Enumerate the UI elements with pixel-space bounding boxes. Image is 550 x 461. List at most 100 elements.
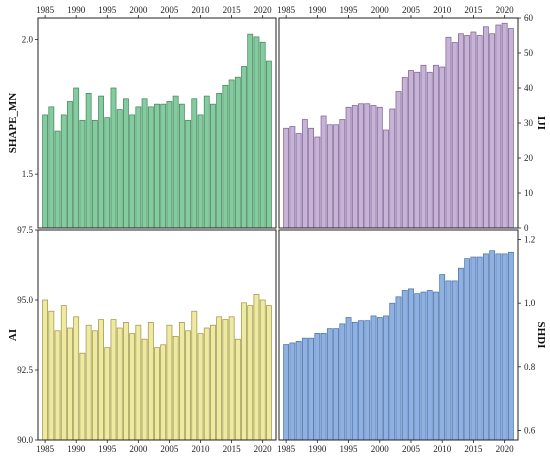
bar-iji-1996 [351, 105, 358, 229]
bar-shape_mn-2014 [222, 84, 229, 229]
xtick-label-iji-2020: 2020 [496, 5, 515, 15]
bar-ai-1996 [110, 319, 117, 441]
bar-shape_mn-1994 [98, 95, 104, 229]
xtick-label-shape_mn-2000: 2000 [129, 5, 148, 15]
bar-shape_mn-2004 [160, 103, 167, 229]
ytick-label-iji-3: 30 [524, 118, 534, 128]
xtick-label-shdi-2015: 2015 [464, 444, 483, 454]
bar-ai-2007 [178, 322, 185, 441]
ytick-label-ai-2: 95.0 [17, 295, 33, 305]
bar-shdi-1988 [301, 337, 308, 441]
panel-iji: 0 10 20 30 40 50 60 IJI 1985 1990 1995 2000 2005 2010… [277, 5, 547, 233]
bar-shape_mn-2021 [265, 60, 272, 229]
xtick-label-ai-2010: 2010 [192, 444, 211, 454]
bar-ai-1988 [60, 305, 67, 441]
bar-shdi-1998 [364, 320, 371, 441]
bar-iji-1988 [301, 119, 308, 229]
bar-iji-1999 [370, 105, 377, 229]
bar-shdi-1996 [351, 321, 358, 441]
frame-shape_mn [37, 17, 277, 229]
bar-ai-1989 [67, 327, 73, 441]
bar-ai-2018 [247, 305, 254, 441]
bar-iji-2007 [420, 64, 427, 229]
bar-iji-2010 [439, 66, 446, 229]
bar-ai-2015 [228, 316, 235, 441]
bar-iji-1995 [345, 106, 352, 229]
bar-shdi-1994 [339, 323, 346, 441]
bar-ai-2002 [147, 322, 154, 441]
bar-ai-2009 [191, 310, 198, 441]
frame-shdi [278, 229, 519, 441]
bar-shape_mn-1998 [123, 98, 129, 229]
bar-shape_mn-2007 [178, 103, 185, 229]
xtick-label-shdi-2000: 2000 [371, 444, 390, 454]
xtick-label-ai-2000: 2000 [129, 444, 148, 454]
bar-ai-2000 [135, 324, 142, 441]
bar-iji-2003 [395, 91, 402, 229]
bar-iji-1989 [308, 127, 314, 229]
bar-shape_mn-2002 [147, 106, 154, 229]
xtick-label-iji-2010: 2010 [433, 5, 452, 15]
bar-iji-2014 [464, 35, 471, 229]
bar-shape_mn-1989 [67, 101, 73, 229]
bar-iji-1992 [326, 124, 333, 229]
bar-shdi-2010 [439, 274, 446, 441]
xtick-label-iji-1985: 1985 [277, 5, 296, 15]
ytick-label-ai-1: 92.5 [17, 365, 33, 375]
bar-shape_mn-1991 [79, 119, 86, 229]
bar-ai-2010 [197, 333, 204, 441]
bar-iji-2013 [458, 33, 464, 229]
xtick-label-ai-2020: 2020 [254, 444, 273, 454]
xtick-label-shape_mn-2005: 2005 [160, 5, 179, 15]
bar-shape_mn-1986 [48, 106, 55, 229]
bar-iji-2006 [414, 71, 421, 229]
xtick-label-shdi-2020: 2020 [496, 444, 515, 454]
bar-ai-1998 [123, 322, 129, 441]
bar-ai-1994 [98, 319, 104, 441]
bar-iji-2009 [433, 64, 439, 229]
xtick-label-iji-2000: 2000 [371, 5, 390, 15]
bar-shdi-2012 [451, 280, 458, 441]
bar-iji-2008 [426, 71, 433, 229]
bar-shdi-2015 [470, 256, 477, 441]
bar-iji-2016 [476, 35, 483, 229]
xtick-label-shdi-1995: 1995 [340, 444, 359, 454]
bar-shdi-2020 [501, 253, 508, 441]
xtick-label-shape_mn-1990: 1990 [67, 5, 86, 15]
bar-iji-1998 [364, 103, 371, 229]
bar-shape_mn-2015 [228, 79, 235, 229]
ytick-label-iji-5: 50 [524, 48, 534, 58]
ytick-label-shdi-1: 0.8 [524, 362, 536, 372]
bar-shdi-1985 [283, 344, 290, 441]
xtick-label-iji-2015: 2015 [464, 5, 483, 15]
bar-iji-2021 [507, 28, 514, 229]
bar-shdi-2016 [476, 256, 483, 441]
xtick-label-iji-1990: 1990 [308, 5, 327, 15]
xtick-label-shape_mn-1995: 1995 [98, 5, 117, 15]
bar-ai-2019 [253, 294, 260, 441]
bar-shape_mn-1990 [73, 87, 80, 229]
ylabel-shdi: SHDI [535, 322, 547, 349]
bar-ai-1990 [73, 316, 80, 441]
xtick-label-ai-2005: 2005 [160, 444, 179, 454]
ylabel-iji: IJI [535, 116, 547, 130]
panel-shape_mn: 1.5 2.0 SHAPE_MN 1985 1990 1995 2000 2005 2010 20… [7, 5, 277, 229]
bar-iji-2000 [376, 106, 383, 229]
bar-shdi-1993 [333, 328, 339, 441]
bar-iji-1987 [295, 133, 302, 229]
xtick-label-shape_mn-1985: 1985 [36, 5, 55, 15]
bar-ai-2004 [160, 344, 167, 441]
xtick-label-ai-1985: 1985 [36, 444, 55, 454]
bar-shdi-2005 [408, 288, 414, 441]
bar-shdi-2002 [389, 302, 396, 441]
ytick-label-iji-4: 40 [524, 83, 534, 93]
bar-shape_mn-2000 [135, 106, 142, 229]
bar-shape_mn-2001 [141, 98, 148, 229]
xtick-label-shdi-2010: 2010 [433, 444, 452, 454]
ytick-label-shape_mn-1: 2.0 [22, 35, 34, 45]
ytick-label-iji-2: 20 [524, 153, 534, 163]
bar-iji-2004 [401, 77, 408, 229]
ytick-label-iji-6: 60 [524, 13, 534, 23]
bar-iji-2012 [451, 42, 458, 229]
